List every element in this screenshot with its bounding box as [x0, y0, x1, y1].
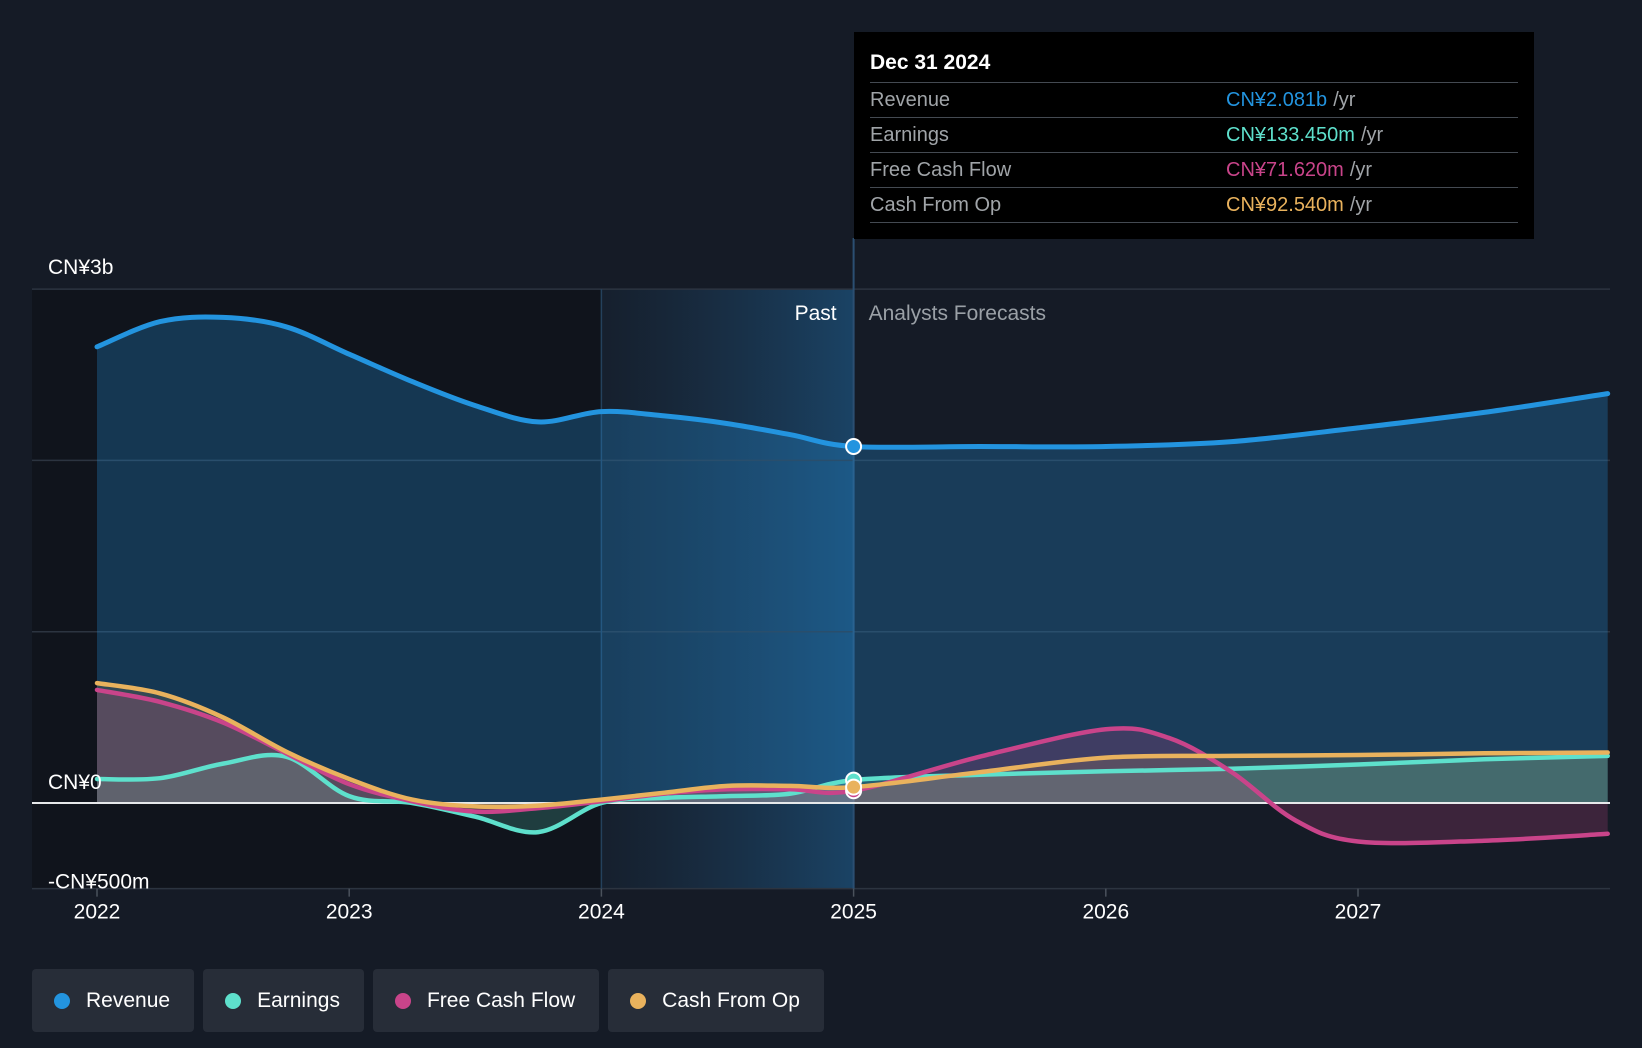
x-tick-label: 2026 — [1082, 901, 1129, 924]
tooltip-label: Cash From Op — [870, 194, 1002, 216]
tooltip-value: CN¥71.620m — [1226, 159, 1344, 181]
revenue-area — [97, 316, 1608, 803]
past-background — [32, 289, 602, 889]
free-cash-flow-line — [94, 687, 1610, 846]
tooltip-label: Earnings — [870, 124, 949, 146]
y-axis-label: CN¥0 — [48, 771, 102, 794]
legend-item-earnings[interactable]: Earnings — [203, 969, 364, 1032]
tooltip-row-cash-from-op: Cash From Op CN¥92.540m /yr — [870, 188, 1518, 223]
x-tick-label: 2023 — [326, 901, 373, 924]
legend-label: Free Cash Flow — [426, 988, 576, 1012]
tooltip-row-earnings: Earnings CN¥133.450m /yr — [870, 118, 1518, 153]
earnings-line — [94, 752, 1610, 835]
tooltip-unit: /yr — [1349, 159, 1373, 181]
free-cash-flow-dot-icon — [394, 992, 411, 1009]
revenue-marker — [845, 438, 863, 456]
legend-item-free-cash-flow[interactable]: Free Cash Flow — [372, 969, 600, 1032]
tooltip-value: CN¥133.450m — [1226, 124, 1355, 146]
tooltip-unit: /yr — [1333, 89, 1356, 111]
earnings-dot-icon — [225, 992, 242, 1009]
tooltip-value: CN¥2.081b — [1226, 89, 1328, 111]
tooltip-label: Free Cash Flow — [870, 159, 1012, 181]
revenue-dot-icon — [54, 992, 70, 1009]
legend-item-revenue[interactable]: Revenue — [32, 969, 195, 1032]
tooltip-label: Revenue — [870, 89, 951, 111]
past-label: Past — [795, 302, 837, 325]
forecast-label: Analysts Forecasts — [869, 302, 1046, 325]
revenue-line — [94, 314, 1611, 450]
legend-label: Revenue — [86, 988, 171, 1012]
x-tick-label: 2024 — [578, 901, 625, 924]
legend: Revenue Earnings Free Cash Flow Cash Fro… — [32, 969, 824, 1032]
tooltip-row-free-cash-flow: Free Cash Flow CN¥71.620m /yr — [870, 153, 1518, 188]
tooltip-unit: /yr — [1349, 194, 1373, 216]
cash-from-op-dot-icon — [630, 992, 647, 1009]
cash-from-op-line — [94, 680, 1610, 810]
x-tick-label: 2027 — [1335, 901, 1382, 924]
y-axis-label: CN¥3b — [48, 256, 113, 279]
x-tick-label: 2025 — [830, 901, 877, 924]
legend-label: Earnings — [257, 988, 340, 1012]
legend-item-cash-from-op[interactable]: Cash From Op — [608, 969, 824, 1032]
tooltip-unit: /yr — [1360, 124, 1384, 146]
tooltip: Dec 31 2024 Revenue CN¥2.081b /yr Earnin… — [854, 32, 1534, 239]
legend-label: Cash From Op — [662, 988, 800, 1012]
tooltip-value: CN¥92.540m — [1226, 194, 1344, 216]
tooltip-date: Dec 31 2024 — [870, 46, 1518, 83]
x-tick-label: 2022 — [74, 901, 121, 924]
tooltip-row-revenue: Revenue CN¥2.081b /yr — [870, 83, 1518, 118]
y-axis-label: -CN¥500m — [48, 871, 150, 894]
cash-from-op-area — [97, 683, 1608, 807]
cash-from-op-marker — [845, 778, 863, 796]
